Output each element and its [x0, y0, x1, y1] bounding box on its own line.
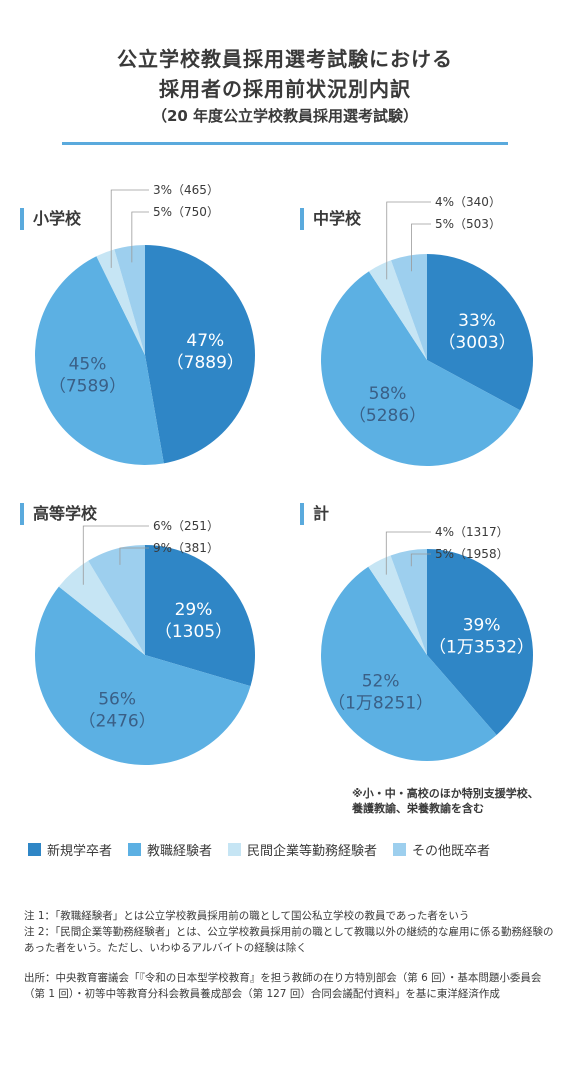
callout-leader-line [82, 525, 149, 585]
slice-percent-label: 39% [463, 616, 501, 636]
pie-slice-total-0 [427, 549, 533, 735]
callout-leader-line [410, 553, 431, 567]
callout-leader-line [110, 189, 149, 268]
slice-value-label: （7589） [49, 377, 126, 397]
legend-swatch-teaching-exp [128, 842, 142, 856]
slice-value-label: （5286） [349, 406, 426, 426]
slice-value-label: （7889） [167, 353, 244, 373]
panel-title-junior-high: 中学校 [300, 208, 361, 230]
legend-label: 新規学卒者 [47, 843, 113, 859]
slice-value-label: （1305） [155, 622, 232, 642]
callout-label: 5%（503） [435, 217, 501, 231]
callout-leader-line [386, 201, 431, 280]
legend-swatch-other [393, 842, 407, 856]
callout-leader-line [131, 211, 149, 263]
slice-percent-label: 47% [186, 331, 224, 351]
legend: 新規学卒者 教職経験者 民間企業等勤務経験者 その他既卒者 [28, 836, 558, 862]
slice-percent-label: 45% [69, 355, 107, 375]
pie-slice-total-1 [320, 566, 497, 762]
note-2: 注 2：「民間企業等勤務経験者」とは、公立学校教員採用前の職として教職以外の継続… [24, 926, 554, 954]
chart-footnote: ※小・中・高校のほか特別支援学校、 養護教諭、栄養教諭を含む [352, 787, 539, 815]
pie-slice-high-school-2 [58, 560, 145, 655]
callout-leader-line [411, 223, 431, 272]
source-note: 出所：中央教育審議会「『令和の日本型学校教育』を担う教師の在り方特別部会（第 6… [24, 972, 542, 1000]
legend-label: その他既卒者 [412, 843, 491, 859]
slice-percent-label: 58% [369, 384, 407, 404]
panel-title-total: 計 [300, 503, 329, 525]
callout-leader-line [385, 531, 431, 575]
slice-percent-label: 29% [175, 600, 213, 620]
pie-slice-elementary-3 [114, 245, 145, 355]
legend-item-other: その他既卒者 [393, 840, 490, 859]
legend-label: 教職経験者 [147, 843, 213, 859]
pie-slice-junior-high-3 [391, 254, 427, 360]
legend-item-new-grad: 新規学卒者 [28, 840, 112, 859]
note-1: 注 1：「教職経験者」とは公立学校教員採用前の職として国公私立学校の教員であった… [24, 910, 470, 922]
pie-charts: 47%（7889） 45%（7589） 3%（465） 5%（750） 33%（3003… [34, 183, 534, 765]
slice-value-label: （2476） [78, 712, 155, 732]
notes: 注 1：「教職経験者」とは公立学校教員採用前の職として国公私立学校の教員であった… [24, 908, 554, 1002]
chart-title-line2: 採用者の採用前状況別内訳 [159, 77, 411, 101]
pie-slice-elementary-0 [145, 245, 255, 464]
pie-slice-high-school-1 [34, 586, 251, 765]
callout-label: 4%（1317） [435, 525, 509, 539]
callout-label: 5%（1958） [435, 547, 509, 561]
callout-label: 3%（465） [153, 183, 219, 197]
legend-item-private-exp: 民間企業等勤務経験者 [228, 840, 377, 859]
slice-value-label: （1万8251） [328, 693, 433, 713]
pie-slice-total-3 [390, 549, 427, 655]
pie-slice-junior-high-1 [321, 271, 521, 466]
callout-leader-line [119, 547, 149, 565]
title-block: 公立学校教員採用選考試験における 採用者の採用前状況別内訳 （20 年度公立学校… [0, 44, 570, 128]
slice-percent-label: 56% [98, 690, 136, 710]
pie-slice-total-2 [368, 555, 427, 655]
panel-title-elementary: 小学校 [20, 208, 81, 230]
chart-subtitle: （20 年度公立学校教員採用選考試験） [151, 107, 419, 125]
pie-slice-junior-high-2 [368, 260, 427, 360]
legend-item-teaching-exp: 教職経験者 [128, 840, 212, 859]
callout-label: 5%（750） [153, 205, 219, 219]
slice-percent-label: 52% [362, 671, 400, 691]
pie-slice-junior-high-0 [427, 254, 533, 411]
panel-title-high-school: 高等学校 [20, 503, 97, 525]
pie-slice-elementary-1 [35, 256, 164, 466]
pie-slice-high-school-0 [145, 545, 255, 687]
pie-slice-elementary-2 [96, 249, 145, 355]
callout-label: 4%（340） [435, 195, 501, 209]
slice-value-label: （3003） [438, 333, 515, 353]
slice-percent-label: 33% [458, 311, 496, 331]
chart-title-line1: 公立学校教員採用選考試験における [117, 47, 453, 71]
legend-label: 民間企業等勤務経験者 [247, 843, 378, 859]
legend-swatch-new-grad [28, 842, 41, 856]
pie-slice-high-school-3 [88, 545, 145, 655]
title-divider [62, 142, 508, 145]
callout-label: 6%（251） [153, 519, 219, 533]
callout-label: 9%（381） [153, 541, 219, 555]
legend-swatch-private-exp [228, 842, 242, 856]
slice-value-label: （1万3532） [429, 638, 534, 658]
